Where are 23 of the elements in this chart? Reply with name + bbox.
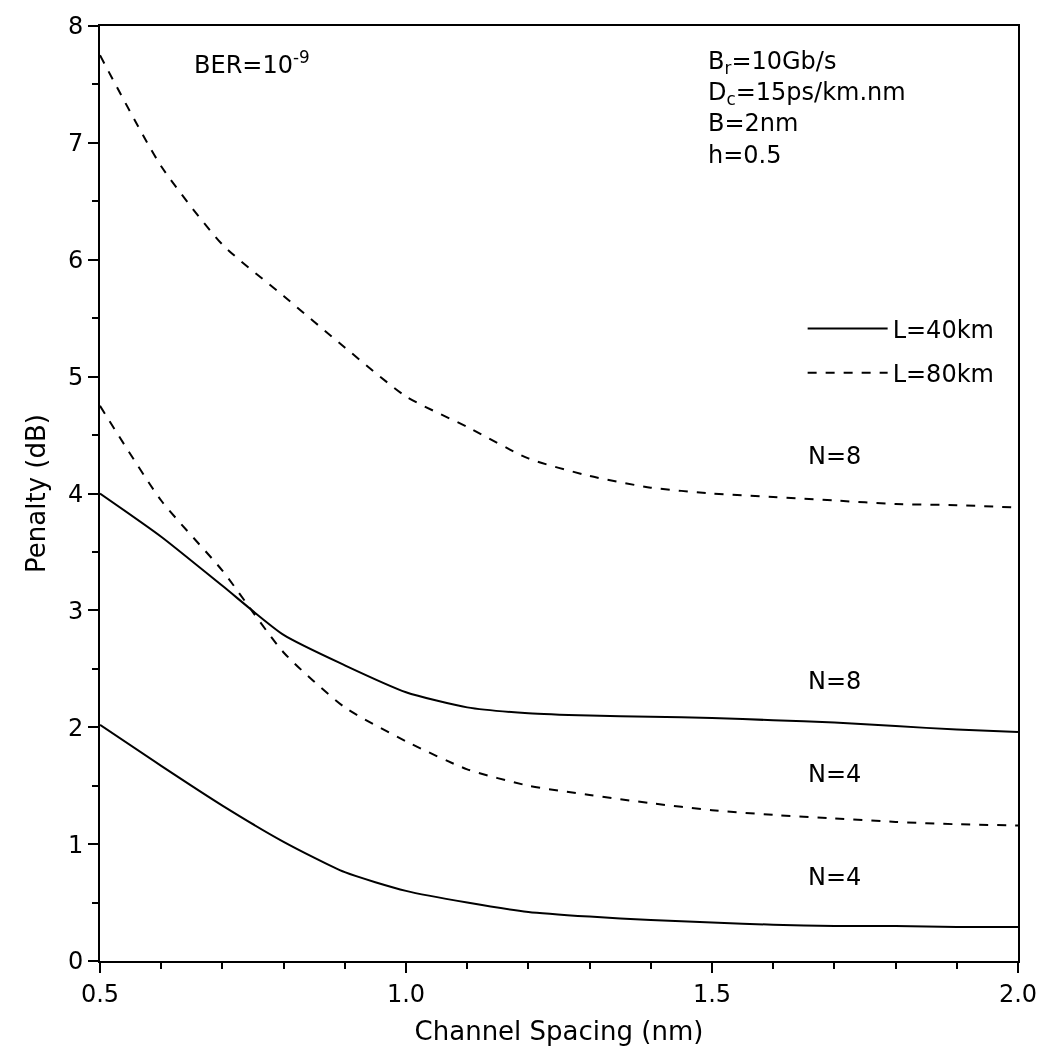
annotation: N=8	[808, 667, 862, 695]
legend-label: L=80km	[892, 360, 994, 389]
y-tick-label: 0	[67, 947, 84, 976]
y-tick-label: 5	[67, 363, 84, 392]
legend-label: L=40km	[892, 315, 994, 344]
annotation: N=4	[808, 863, 862, 891]
annotation: B$_{r}$=10Gb/s D$_{c}$=15ps/km.nm B=2nm h=0.5	[708, 47, 906, 169]
annotation: N=4	[808, 760, 862, 788]
x-tick-label: 1.5	[692, 979, 732, 1008]
x-tick-label: 1.0	[386, 979, 426, 1008]
y-tick-label: 3	[67, 596, 84, 625]
y-tick-label: 1	[67, 830, 84, 859]
x-tick-label: 0.5	[80, 979, 120, 1008]
y-axis-title: Penalty (dB)	[20, 414, 51, 573]
annotation: BER=10$^{-9}$	[194, 47, 310, 80]
y-tick-label: 7	[67, 129, 84, 158]
x-tick-label: 2.0	[998, 979, 1038, 1008]
annotation: N=8	[808, 442, 862, 470]
y-tick-label: 4	[67, 479, 84, 508]
y-tick-label: 8	[67, 12, 84, 41]
y-tick-label: 2	[67, 713, 84, 742]
y-tick-label: 6	[67, 246, 84, 275]
x-axis-title: Channel Spacing (nm)	[414, 1016, 704, 1046]
